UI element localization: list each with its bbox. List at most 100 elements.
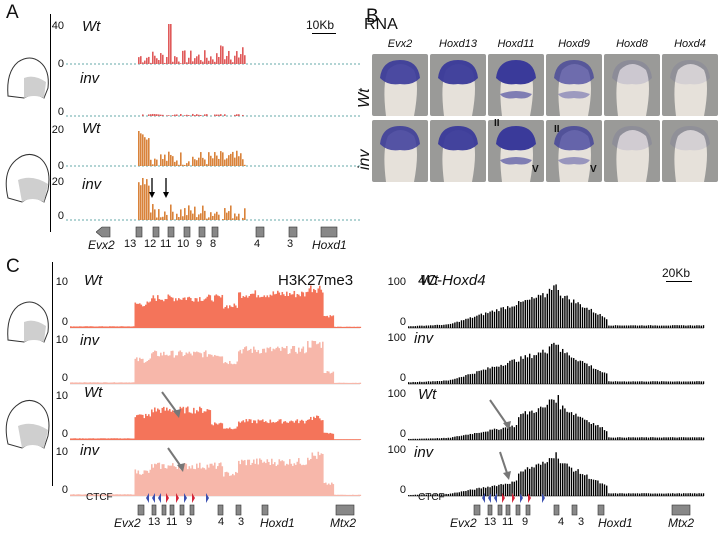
signal-bar bbox=[276, 466, 278, 496]
signal-bar bbox=[228, 51, 230, 64]
signal-bar bbox=[206, 219, 208, 220]
signal-bar bbox=[238, 292, 240, 328]
signal-bar bbox=[277, 421, 279, 440]
signal-bar bbox=[247, 421, 249, 440]
signal-bar bbox=[176, 214, 178, 220]
signal-bar bbox=[542, 462, 543, 496]
signal-bar bbox=[253, 420, 255, 440]
signal-bar bbox=[450, 438, 451, 440]
signal-bar bbox=[421, 326, 422, 328]
signal-bar bbox=[178, 217, 180, 220]
signal-bar bbox=[190, 298, 192, 328]
signal-bar bbox=[264, 462, 266, 496]
signal-bar bbox=[216, 212, 218, 220]
signal-bar bbox=[199, 353, 201, 384]
gene-label: 4 bbox=[558, 516, 564, 528]
signal-bar bbox=[148, 138, 150, 166]
signal-bar bbox=[250, 294, 252, 328]
signal-bar bbox=[595, 425, 596, 440]
signal-bar bbox=[516, 305, 517, 328]
signal-bar bbox=[202, 357, 204, 384]
signal-bar bbox=[291, 464, 293, 496]
signal-bar bbox=[214, 62, 216, 64]
signal-bar bbox=[339, 383, 341, 384]
signal-bar bbox=[132, 439, 134, 440]
signal-bar bbox=[202, 413, 204, 440]
signal-bar bbox=[461, 436, 462, 440]
signal-bar bbox=[676, 381, 677, 384]
signal-bar bbox=[348, 383, 350, 384]
signal-bar bbox=[646, 493, 647, 496]
signal-bar bbox=[597, 481, 598, 496]
panel-a-tracks bbox=[66, 14, 366, 230]
signal-bar bbox=[474, 374, 475, 384]
signal-bar bbox=[434, 438, 435, 440]
ctcf-site bbox=[192, 493, 195, 503]
signal-bar bbox=[105, 326, 107, 328]
signal-bar bbox=[327, 433, 329, 440]
signal-bar bbox=[129, 438, 131, 440]
signal-bar bbox=[234, 213, 236, 220]
signal-bar bbox=[178, 62, 180, 64]
signal-bar bbox=[190, 413, 192, 440]
signal-bar bbox=[88, 326, 90, 328]
signal-bar bbox=[516, 362, 517, 384]
signal-bar bbox=[621, 326, 622, 328]
signal-bar bbox=[703, 493, 704, 496]
gene-label: Evx2 bbox=[450, 516, 477, 530]
signal-bar bbox=[319, 455, 321, 496]
signal-bar bbox=[698, 381, 699, 384]
signal-bar bbox=[483, 370, 484, 384]
signal-bar bbox=[358, 439, 360, 440]
signal-bar bbox=[178, 352, 180, 384]
signal-bar bbox=[159, 463, 161, 496]
signal-bar bbox=[198, 55, 200, 64]
signal-bar bbox=[105, 382, 107, 384]
signal-bar bbox=[319, 342, 321, 384]
signal-bar bbox=[244, 460, 246, 496]
signal-bar bbox=[160, 154, 162, 166]
ctcf-site bbox=[206, 493, 209, 503]
signal-bar bbox=[148, 414, 150, 440]
signal-bar bbox=[703, 381, 704, 384]
signal-bar bbox=[685, 382, 686, 384]
signal-bar bbox=[597, 370, 598, 384]
gene-label: 3 bbox=[578, 516, 584, 528]
signal-bar bbox=[130, 327, 132, 328]
signal-bar bbox=[243, 349, 245, 384]
signal-bar bbox=[448, 381, 449, 384]
signal-bar bbox=[441, 325, 442, 328]
gene-box bbox=[498, 505, 502, 515]
signal-bar bbox=[665, 326, 666, 328]
signal-bar bbox=[679, 493, 680, 496]
signal-bar bbox=[584, 475, 585, 496]
signal-bar bbox=[160, 413, 162, 440]
signal-bar bbox=[231, 429, 233, 440]
signal-bar bbox=[652, 326, 653, 328]
signal-bar bbox=[154, 298, 156, 328]
signal-bar bbox=[608, 493, 609, 496]
signal-bar bbox=[135, 359, 137, 384]
signal-bar bbox=[148, 186, 150, 220]
signal-bar bbox=[288, 465, 290, 496]
signal-bar bbox=[304, 465, 306, 496]
signal-bar bbox=[216, 53, 218, 64]
signal-bar bbox=[681, 325, 682, 328]
signal-bar bbox=[463, 320, 464, 328]
signal-bar bbox=[218, 115, 220, 116]
signal-bar bbox=[498, 430, 499, 440]
marker-ii: II bbox=[554, 124, 560, 135]
signal-bar bbox=[635, 437, 636, 440]
signal-bar bbox=[206, 164, 208, 166]
signal-bar bbox=[249, 350, 251, 384]
signal-bar bbox=[292, 466, 294, 496]
signal-bar bbox=[235, 305, 237, 328]
signal-bar bbox=[150, 114, 152, 116]
signal-bar bbox=[103, 438, 105, 440]
signal-bar bbox=[586, 420, 587, 440]
signal-bar bbox=[325, 373, 327, 384]
signal-bar bbox=[410, 495, 411, 496]
signal-bar bbox=[487, 313, 488, 328]
signal-bar bbox=[178, 165, 180, 166]
signal-bar bbox=[182, 216, 184, 220]
